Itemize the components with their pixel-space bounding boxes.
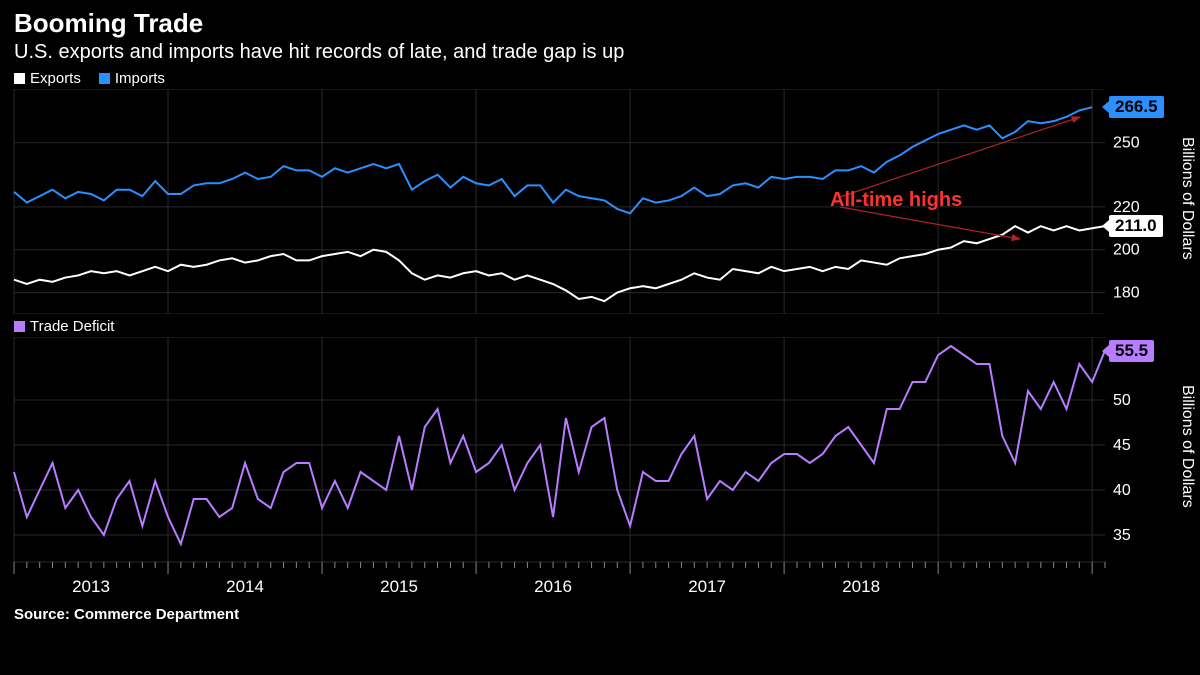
annotation-label: All-time highs bbox=[830, 189, 962, 212]
legend-label: Trade Deficit bbox=[30, 318, 114, 335]
legend-label: Imports bbox=[115, 70, 165, 87]
x-axis-year-label: 2013 bbox=[72, 577, 110, 596]
svg-text:250: 250 bbox=[1113, 135, 1140, 152]
legend-item: Imports bbox=[99, 70, 165, 87]
annotation-arrow bbox=[840, 117, 1080, 197]
x-axis-year-label: 2017 bbox=[688, 577, 726, 596]
chart-panel-bottom: 35 40 45 50 55.5 Billions of Dollars bbox=[0, 337, 1200, 562]
value-callout: 55.5 bbox=[1109, 340, 1154, 362]
svg-text:220: 220 bbox=[1113, 199, 1140, 216]
legend-swatch bbox=[99, 73, 110, 84]
value-callout: 211.0 bbox=[1109, 215, 1163, 237]
svg-text:180: 180 bbox=[1113, 285, 1140, 302]
legend-swatch bbox=[14, 321, 25, 332]
y-axis-title: Billions of Dollars bbox=[1178, 137, 1196, 260]
source-attribution: Source: Commerce Department bbox=[0, 602, 1200, 627]
legend-label: Exports bbox=[30, 70, 81, 87]
x-axis-year-label: 2014 bbox=[226, 577, 264, 596]
x-axis: 2013 2014 2015 2016 2017 2018 bbox=[0, 562, 1200, 602]
x-axis-year-label: 2015 bbox=[380, 577, 418, 596]
svg-text:40: 40 bbox=[1113, 482, 1131, 499]
svg-text:50: 50 bbox=[1113, 392, 1131, 409]
chart-subtitle: U.S. exports and imports have hit record… bbox=[14, 41, 1186, 64]
legend-swatch bbox=[14, 73, 25, 84]
legend-item: Trade Deficit bbox=[14, 318, 114, 335]
value-callout: 266.5 bbox=[1109, 96, 1164, 118]
x-axis-year-label: 2016 bbox=[534, 577, 572, 596]
chart-title: Booming Trade bbox=[14, 8, 1186, 39]
line-exports bbox=[14, 226, 1105, 301]
svg-text:200: 200 bbox=[1113, 242, 1140, 259]
chart-header: Booming Trade U.S. exports and imports h… bbox=[0, 0, 1200, 68]
y-axis-title: Billions of Dollars bbox=[1178, 385, 1196, 508]
chart-panel-top: 180 200 220 250 266.5 211.0 Billions of Dollar… bbox=[0, 89, 1200, 314]
legend-item: Exports bbox=[14, 70, 81, 87]
x-axis-year-label: 2018 bbox=[842, 577, 880, 596]
svg-text:45: 45 bbox=[1113, 437, 1131, 454]
legend-bottom: Trade Deficit bbox=[0, 314, 1200, 337]
legend-top: Exports Imports bbox=[0, 68, 1200, 89]
svg-text:35: 35 bbox=[1113, 527, 1131, 544]
